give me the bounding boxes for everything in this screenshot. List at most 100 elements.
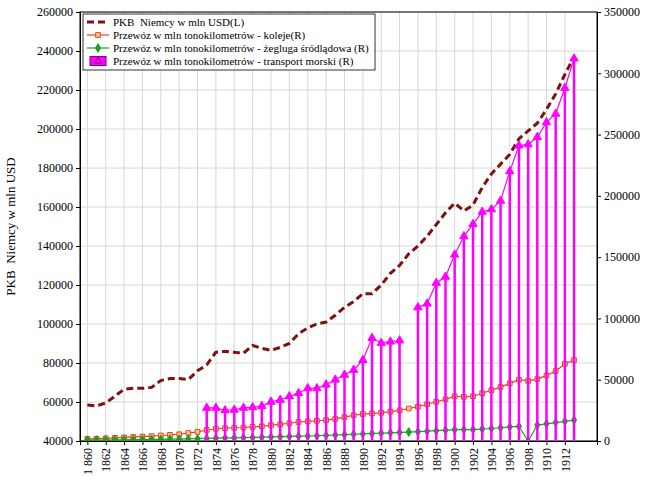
marker <box>230 405 238 412</box>
tick-mark <box>597 73 601 74</box>
bar <box>499 201 502 441</box>
tick: 1870 <box>173 441 187 472</box>
tick: 1884 <box>301 441 315 472</box>
bar <box>545 122 548 441</box>
tick: 260000 <box>37 5 80 19</box>
tick: 1 860 <box>81 441 95 475</box>
tick: 220000 <box>37 83 80 97</box>
tick: 160000 <box>37 200 80 214</box>
tick: 350000 <box>597 5 640 19</box>
tick-label: 120000 <box>37 278 73 292</box>
tick: 1912 <box>559 441 573 472</box>
tick-mark <box>76 246 80 247</box>
grid-line <box>381 12 382 441</box>
marker <box>276 395 284 402</box>
bar <box>573 59 576 441</box>
tick-mark <box>308 441 309 445</box>
grid-line <box>289 12 290 441</box>
tick-mark <box>597 380 601 381</box>
tick-label: 260000 <box>37 5 73 19</box>
grid-line <box>252 12 253 441</box>
bar <box>306 388 309 441</box>
tick-label: 1880 <box>265 448 279 472</box>
marker <box>239 403 247 410</box>
y-axis: 4000060000800001000001200001400001600001… <box>37 5 81 448</box>
marker <box>149 435 154 441</box>
tick: 1898 <box>430 441 444 472</box>
tick-mark <box>124 441 125 445</box>
tick-label: 1892 <box>375 448 389 472</box>
marker <box>552 109 560 116</box>
tick-mark <box>76 285 80 286</box>
legend-item: Przewóz w mln tonokilometrów - transport… <box>90 55 354 68</box>
tick-mark <box>76 12 80 13</box>
tick-mark <box>271 441 272 445</box>
tick: 300000 <box>597 67 640 81</box>
tick-mark <box>234 441 235 445</box>
marker <box>506 167 514 174</box>
marker <box>177 435 182 441</box>
tick: 250000 <box>597 128 640 142</box>
tick-label: 1870 <box>173 448 187 472</box>
tick-mark <box>473 441 474 445</box>
tick-mark <box>381 441 382 445</box>
tick-label: 1886 <box>320 448 334 472</box>
tick-label: 100000 <box>604 312 640 326</box>
legend: PKB Niemcy w mln USD(L)Przewóz w mln ton… <box>83 14 375 70</box>
grid-line <box>197 12 198 441</box>
tick-label: 300000 <box>604 67 640 81</box>
grid-line <box>179 12 180 441</box>
marker <box>294 388 302 395</box>
grid-line <box>399 12 400 441</box>
bar <box>380 343 383 441</box>
bar <box>343 375 346 441</box>
tick: 1890 <box>357 441 371 472</box>
tick-mark <box>76 363 80 364</box>
tick-label: 60000 <box>43 395 73 409</box>
tick: 1888 <box>338 441 352 472</box>
legend-item: Przewóz w mln tonokilometrów - koleje(R) <box>87 29 305 42</box>
marker <box>267 397 275 404</box>
legend-label: Przewóz w mln tonokilometrów - transport… <box>113 55 354 68</box>
tick-label: 1882 <box>283 448 297 472</box>
tick: 1868 <box>155 441 169 472</box>
tick-mark <box>76 441 80 442</box>
series <box>203 54 579 441</box>
marker <box>406 406 411 411</box>
x-axis: 1 86018621864186618681870187218741876187… <box>81 441 598 475</box>
grid-line <box>87 12 88 441</box>
tick: 60000 <box>43 395 80 409</box>
tick-mark <box>400 441 401 445</box>
tick: 1892 <box>375 441 389 472</box>
series <box>85 416 577 441</box>
tick-label: 1898 <box>430 448 444 472</box>
tick: 1908 <box>522 441 536 472</box>
grid <box>80 12 597 441</box>
tick-label: 1902 <box>467 448 481 472</box>
tick-mark <box>597 12 601 13</box>
grid-line <box>546 12 547 441</box>
legend-label: PKB Niemcy w mln USD(L) <box>113 16 244 29</box>
tick-label: 350000 <box>604 5 640 19</box>
tick-mark <box>597 318 601 319</box>
tick-label: 1864 <box>118 448 132 472</box>
tick-label: 140000 <box>37 239 73 253</box>
tick-mark <box>76 129 80 130</box>
marker <box>85 436 90 441</box>
y2-axis: 0500001000001500002000002500003000003500… <box>597 5 640 448</box>
tick-label: 1912 <box>559 448 573 472</box>
tick-label: 1876 <box>228 448 242 472</box>
tick: 1878 <box>246 441 260 472</box>
tick-label: 1866 <box>136 448 150 472</box>
x-axis-line <box>81 442 598 446</box>
tick: 1894 <box>393 441 407 472</box>
marker <box>304 383 312 390</box>
marker <box>122 435 127 441</box>
tick: 50000 <box>597 373 634 387</box>
tick-label: 1900 <box>448 448 462 472</box>
tick-label: 250000 <box>604 128 640 142</box>
tick: 150000 <box>597 250 640 264</box>
tick: 1900 <box>448 441 462 472</box>
marker <box>423 299 431 306</box>
tick-mark <box>528 441 529 445</box>
